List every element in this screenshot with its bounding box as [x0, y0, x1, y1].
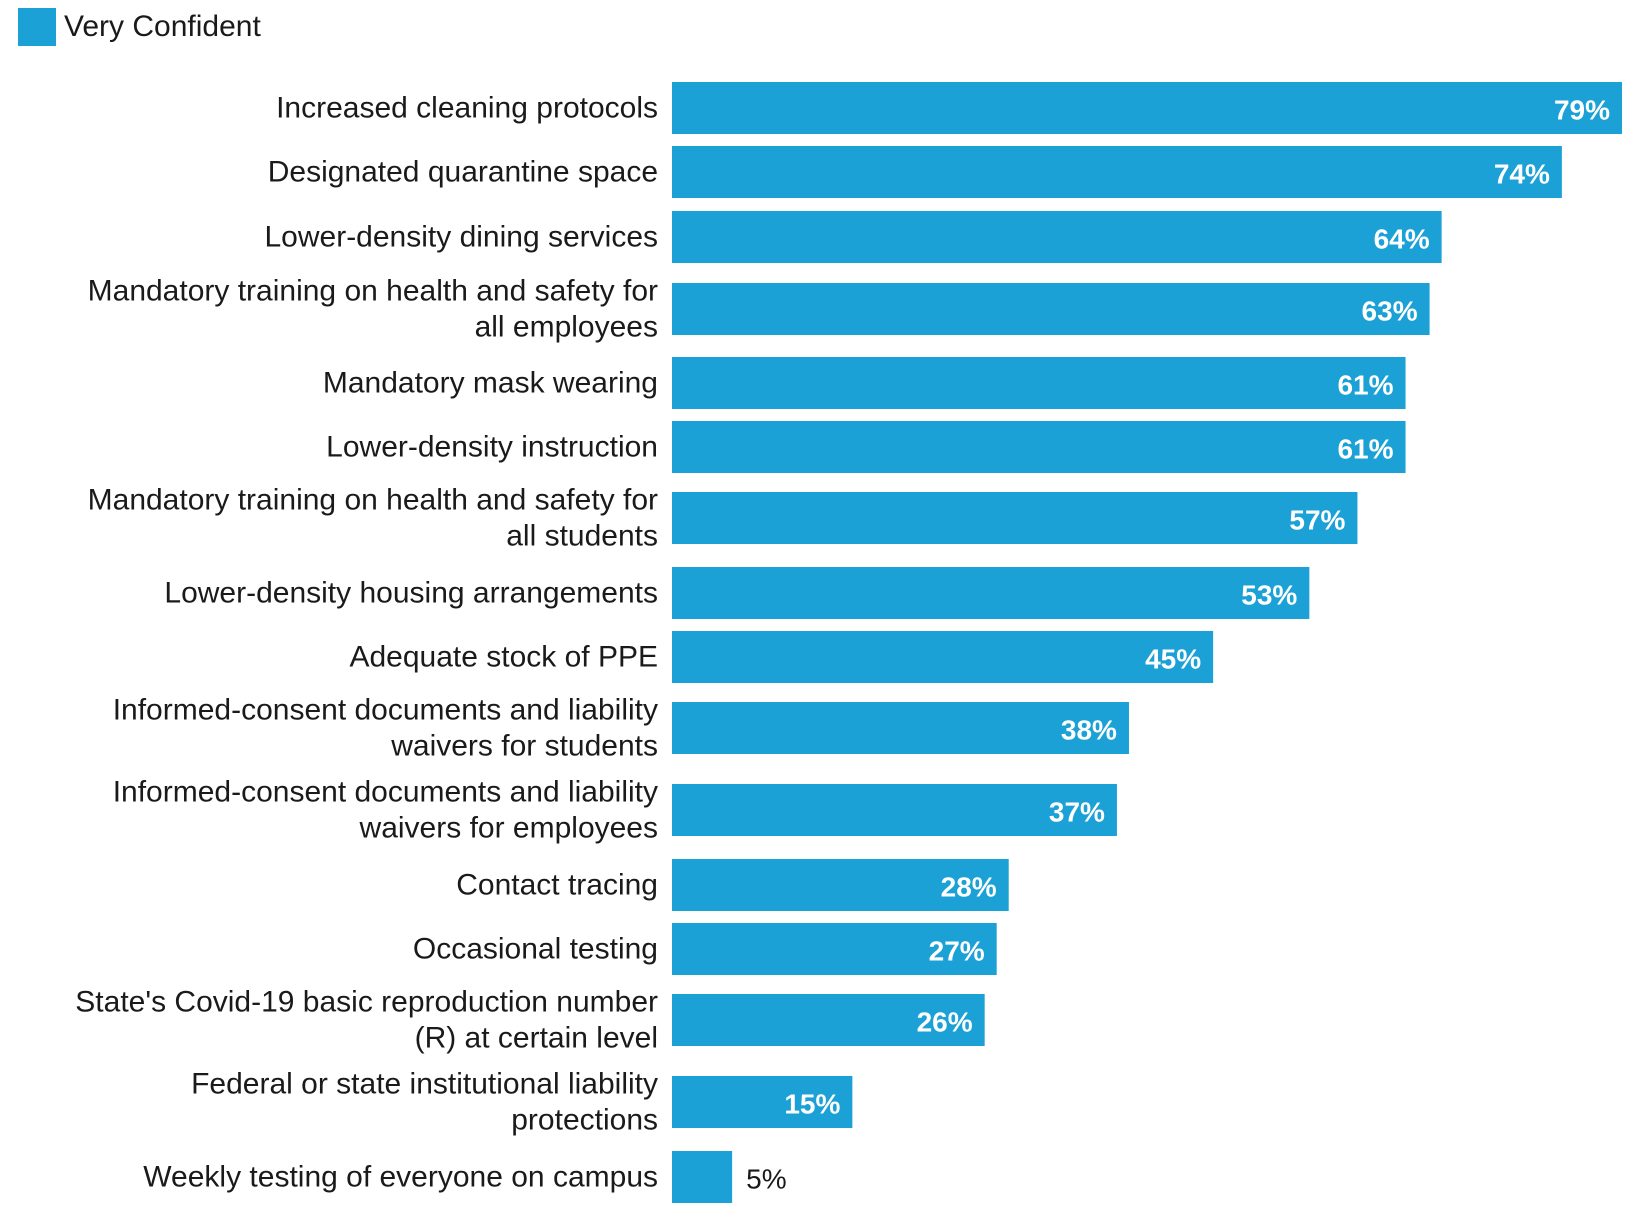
value-label: 38% — [1061, 715, 1117, 746]
value-label: 26% — [917, 1007, 973, 1038]
value-label: 53% — [1241, 580, 1297, 611]
value-label: 79% — [1554, 95, 1610, 126]
bar — [672, 283, 1430, 335]
category-label: Mandatory training on health and safety … — [88, 484, 658, 517]
category-label: protections — [511, 1104, 658, 1137]
category-label: (R) at certain level — [415, 1022, 658, 1055]
category-label: Federal or state institutional liability — [191, 1068, 658, 1101]
bar — [672, 492, 1357, 544]
category-label: State's Covid-19 basic reproduction numb… — [75, 986, 658, 1019]
value-label: 45% — [1145, 644, 1201, 675]
bar — [672, 567, 1309, 619]
bar — [672, 146, 1562, 198]
bar — [672, 357, 1406, 409]
category-label: waivers for employees — [359, 812, 658, 845]
value-label: 63% — [1362, 296, 1418, 327]
value-label: 61% — [1337, 434, 1393, 465]
value-label: 64% — [1374, 224, 1430, 255]
value-label: 28% — [941, 872, 997, 903]
category-label: Lower-density housing arrangements — [164, 577, 658, 610]
category-label: Designated quarantine space — [268, 156, 658, 189]
category-label: all students — [506, 520, 658, 553]
value-label: 15% — [784, 1089, 840, 1120]
category-label: waivers for students — [390, 730, 658, 763]
category-label: Occasional testing — [413, 933, 658, 966]
category-label: Adequate stock of PPE — [349, 641, 658, 674]
value-label: 5% — [746, 1164, 786, 1195]
category-label: all employees — [475, 311, 658, 344]
category-label: Contact tracing — [456, 869, 658, 902]
category-label: Increased cleaning protocols — [276, 92, 658, 125]
value-label: 57% — [1289, 505, 1345, 536]
bar — [672, 1151, 732, 1203]
category-label: Lower-density instruction — [326, 431, 658, 464]
value-label: 74% — [1494, 159, 1550, 190]
category-label: Weekly testing of everyone on campus — [143, 1161, 658, 1194]
category-label: Informed-consent documents and liability — [113, 694, 658, 727]
bar — [672, 82, 1622, 134]
value-label: 61% — [1337, 370, 1393, 401]
value-label: 27% — [929, 936, 985, 967]
category-label: Lower-density dining services — [264, 221, 658, 254]
bar — [672, 421, 1406, 473]
category-label: Mandatory mask wearing — [323, 367, 658, 400]
value-label: 37% — [1049, 797, 1105, 828]
category-label: Informed-consent documents and liability — [113, 776, 658, 809]
bar — [672, 631, 1213, 683]
bar — [672, 211, 1442, 263]
category-label: Mandatory training on health and safety … — [88, 275, 658, 308]
